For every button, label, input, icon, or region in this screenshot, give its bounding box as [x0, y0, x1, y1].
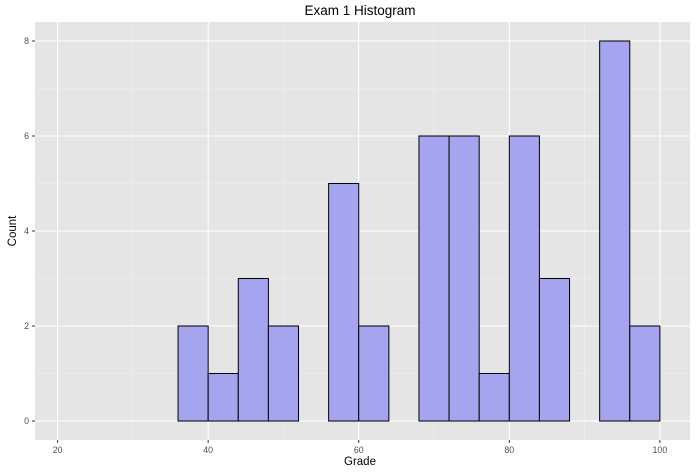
y-tick-label: 0 — [24, 416, 29, 426]
y-tick-label: 4 — [24, 226, 29, 236]
x-tick-label: 40 — [203, 445, 213, 455]
histogram-bar — [177, 325, 209, 422]
x-axis-title: Grade — [344, 456, 376, 468]
y-tick-label: 6 — [24, 131, 29, 141]
histogram-bar — [448, 135, 480, 422]
histogram-bar — [328, 183, 360, 422]
histogram-bar — [508, 135, 540, 422]
histogram-bar — [267, 325, 300, 422]
x-tick-label: 80 — [504, 445, 514, 455]
histogram-bar — [599, 40, 631, 422]
histogram-bar — [358, 325, 390, 422]
chart-title: Exam 1 Histogram — [304, 3, 415, 18]
x-axis-ticks: 20 40 60 80 100 — [53, 440, 668, 455]
y-axis-title: Count — [7, 215, 19, 246]
histogram-bars — [177, 40, 661, 422]
y-tick-label: 2 — [24, 321, 29, 331]
histogram-bar — [207, 373, 239, 422]
histogram-bar — [478, 373, 510, 422]
y-tick-label: 8 — [24, 36, 29, 46]
histogram-bar — [538, 278, 571, 422]
x-tick-label: 100 — [653, 445, 668, 455]
histogram-bar — [629, 325, 661, 422]
x-tick-label: 60 — [354, 445, 364, 455]
histogram-bar — [237, 278, 269, 422]
histogram-bar — [418, 135, 450, 422]
x-tick-label: 20 — [53, 445, 63, 455]
y-axis-ticks: 0 2 4 6 8 — [24, 36, 35, 426]
